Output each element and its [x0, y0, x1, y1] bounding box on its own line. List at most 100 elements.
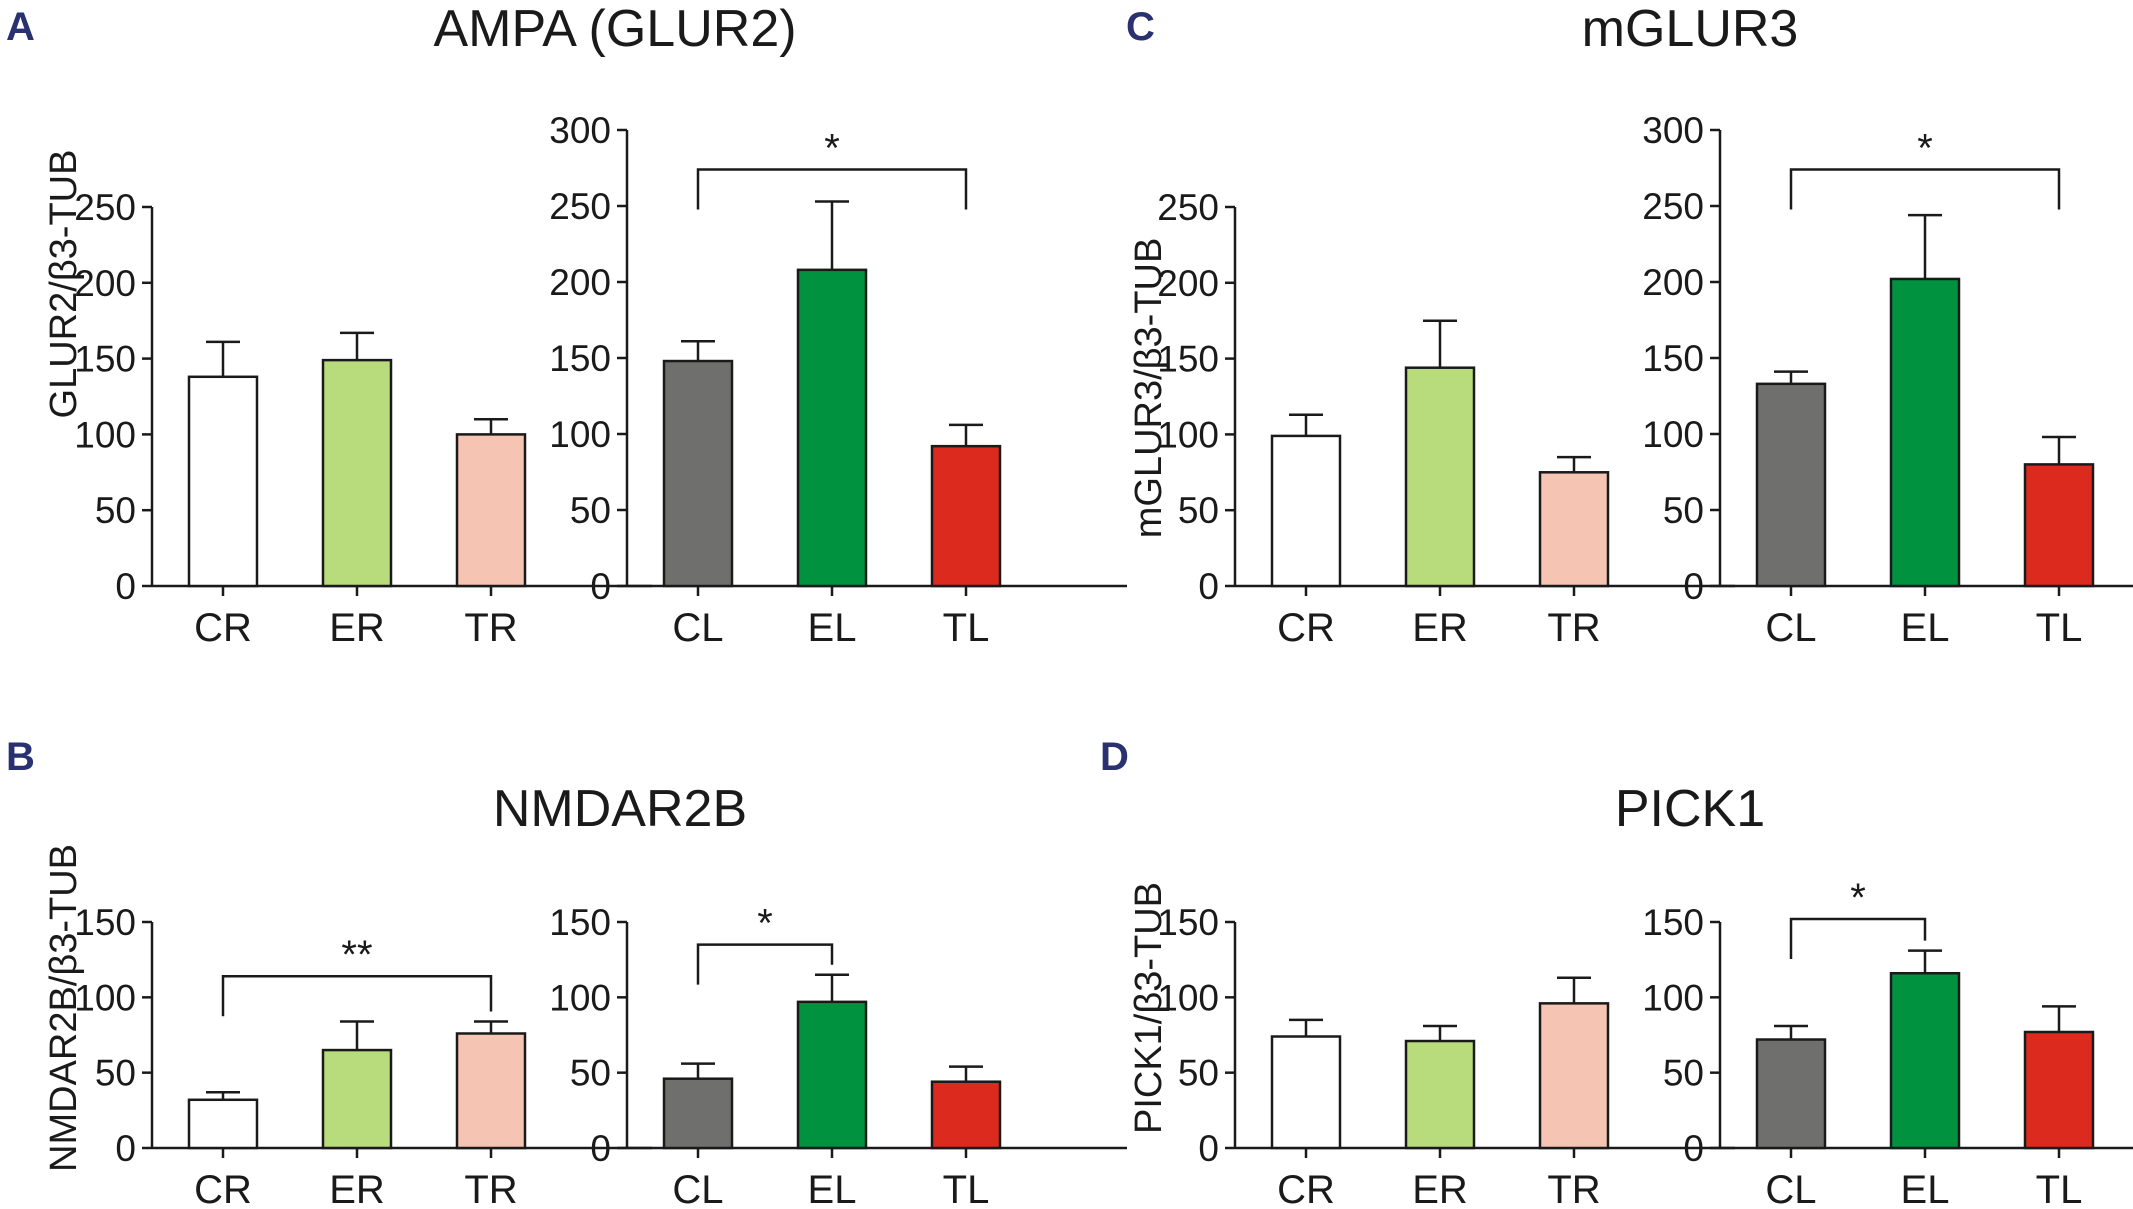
- y-tick-label: 200: [74, 263, 136, 304]
- chart-title: PICK1: [1615, 780, 1765, 838]
- y-tick-label: 300: [549, 110, 611, 151]
- significance-bracket: [221, 974, 493, 1017]
- x-tick-label: EL: [1901, 606, 1950, 650]
- panel-letter: B: [6, 735, 35, 779]
- y-tick-label: 0: [1198, 1128, 1219, 1169]
- bar-cl: [662, 1077, 734, 1150]
- y-tick-label: 0: [590, 566, 611, 607]
- panel-c: C mGLUR3 mGLUR3/β3-TUB 0 50 100 150 200 250 CR…: [1126, 0, 2133, 650]
- significance-bracket: [1789, 168, 2061, 210]
- x-tick-label: EL: [1901, 1168, 1950, 1209]
- y-tick-label: 250: [549, 186, 611, 227]
- bar-er: [1404, 366, 1476, 588]
- y-tick-label: 0: [115, 566, 136, 607]
- y-tick-label: 0: [1683, 1128, 1704, 1169]
- x-tick-label: TR: [464, 606, 517, 650]
- x-tick-label: EL: [808, 606, 857, 650]
- panel-letter: D: [1100, 735, 1129, 779]
- x-tick-label: TR: [1547, 606, 1600, 650]
- y-tick-label: 0: [115, 1128, 136, 1169]
- bar-plot-left: 0 50 100 150 200 250 CR ER TR: [74, 187, 652, 650]
- significance-label: *: [1917, 127, 1933, 171]
- bar-tr: [1538, 471, 1610, 588]
- bar-tr: [455, 433, 527, 588]
- bar-cr: [187, 1098, 259, 1150]
- y-tick-label: 0: [590, 1128, 611, 1169]
- chart-title: NMDAR2B: [493, 780, 747, 838]
- x-tick-label: EL: [808, 1168, 857, 1209]
- x-tick-label: CR: [1277, 606, 1335, 650]
- bar-tr: [455, 1032, 527, 1150]
- bar-plot-right: 0 50 100 150 200 250 300 CL EL TL *: [549, 110, 1127, 650]
- y-tick-label: 250: [1642, 186, 1704, 227]
- bar-el: [796, 268, 868, 588]
- significance-bracket: [696, 168, 968, 210]
- y-tick-label: 50: [570, 490, 611, 531]
- y-tick-label: 150: [1157, 339, 1219, 380]
- significance-bracket: [1789, 917, 1927, 959]
- x-tick-label: TR: [464, 1168, 517, 1209]
- y-tick-label: 200: [549, 262, 611, 303]
- bar-plot-right: 0 50 100 150 200 250 300 CL EL TL *: [1642, 110, 2133, 650]
- x-tick-label: CR: [194, 606, 252, 650]
- y-tick-label: 200: [1642, 262, 1704, 303]
- significance-label: **: [341, 933, 372, 977]
- x-tick-label: ER: [329, 606, 385, 650]
- panel-letter: A: [6, 5, 35, 49]
- y-axis-label: mGLUR3/β3-TUB: [1128, 238, 1170, 539]
- y-tick-label: 150: [1642, 338, 1704, 379]
- y-tick-label: 100: [1642, 977, 1704, 1018]
- x-tick-label: ER: [1412, 606, 1468, 650]
- x-tick-label: ER: [329, 1168, 385, 1209]
- y-tick-label: 100: [549, 977, 611, 1018]
- panel-d: D PICK1 PICK1/β3-TUB 0 50 100 150 CR ER TR 0 50…: [1100, 735, 2133, 1209]
- x-tick-label: TL: [943, 1168, 990, 1209]
- chart-title: mGLUR3: [1582, 0, 1799, 58]
- y-tick-label: 100: [1157, 977, 1219, 1018]
- y-tick-label: 250: [1157, 187, 1219, 228]
- bar-tr: [1538, 1002, 1610, 1150]
- bar-el: [796, 1000, 868, 1150]
- y-tick-label: 100: [1642, 414, 1704, 455]
- bar-tl: [930, 1080, 1002, 1150]
- significance-label: *: [1850, 876, 1866, 920]
- bar-el: [1889, 277, 1961, 588]
- x-tick-label: CL: [672, 1168, 723, 1209]
- bar-plot-left: 0 50 100 150 CR ER TR **: [74, 902, 652, 1209]
- y-tick-label: 150: [74, 902, 136, 943]
- y-tick-label: 200: [1157, 263, 1219, 304]
- y-tick-label: 150: [1157, 902, 1219, 943]
- y-tick-label: 150: [1642, 902, 1704, 943]
- x-tick-label: TL: [2036, 1168, 2083, 1209]
- bar-plot-right: 0 50 100 150 CL EL TL *: [1642, 876, 2133, 1209]
- y-axis-label: PICK1/β3-TUB: [1128, 882, 1170, 1134]
- y-tick-label: 300: [1642, 110, 1704, 151]
- y-axis-label: GLUR2/β3-TUB: [43, 150, 85, 419]
- significance-label: *: [757, 902, 773, 946]
- y-tick-label: 50: [1663, 490, 1704, 531]
- y-tick-label: 150: [549, 902, 611, 943]
- y-tick-label: 0: [1198, 566, 1219, 607]
- panel-a: A AMPA (GLUR2) GLUR2/β3-TUB 0 50 100 150 200…: [6, 0, 1127, 650]
- y-tick-label: 250: [74, 187, 136, 228]
- y-tick-label: 150: [549, 338, 611, 379]
- bar-er: [1404, 1039, 1476, 1150]
- significance-bracket: [696, 943, 834, 985]
- bar-tl: [930, 444, 1002, 588]
- x-tick-label: CL: [1765, 606, 1816, 650]
- bar-cr: [1270, 1035, 1342, 1150]
- bar-er: [321, 358, 393, 588]
- x-tick-label: CR: [194, 1168, 252, 1209]
- y-tick-label: 50: [95, 490, 136, 531]
- panel-b: B NMDAR2B NMDAR2B/β3-TUB 0 50 100 150 CR ER TR…: [6, 735, 1127, 1209]
- bar-er: [321, 1048, 393, 1150]
- bar-el: [1889, 971, 1961, 1150]
- bar-tl: [2023, 1030, 2095, 1150]
- y-axis-label: NMDAR2B/β3-TUB: [43, 844, 85, 1172]
- chart-title: AMPA (GLUR2): [433, 0, 796, 58]
- y-tick-label: 100: [74, 977, 136, 1018]
- significance-label: *: [824, 127, 840, 171]
- y-tick-label: 50: [95, 1053, 136, 1094]
- bar-cr: [187, 375, 259, 588]
- y-tick-label: 50: [570, 1053, 611, 1094]
